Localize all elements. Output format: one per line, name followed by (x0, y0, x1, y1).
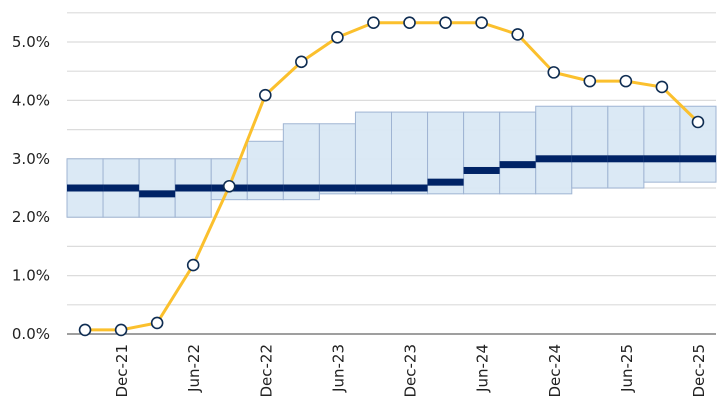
median-bar (139, 190, 176, 198)
x-tick-label: Jun-25 (618, 344, 636, 393)
y-tick-label: 3.0% (12, 150, 50, 168)
data-point-marker (78, 323, 92, 337)
x-tick-label: Jun-24 (474, 344, 492, 393)
x-tick-label: Dec-21 (113, 344, 131, 398)
x-tick-label: Dec-23 (402, 344, 420, 398)
x-tick-label: Dec-25 (690, 344, 708, 398)
x-axis-labels: Dec-21 Jun-22 Dec-22 Jun-23 Dec-23 Jun-24 Dec-… (113, 344, 708, 398)
x-tick-label: Dec-22 (257, 344, 275, 398)
y-axis-labels: 0.0% 1.0% 2.0% 3.0% 4.0% 5.0% (12, 33, 50, 343)
median-bar (679, 155, 716, 163)
range-box (499, 111, 537, 195)
data-point-marker (331, 31, 344, 44)
median-bar (283, 184, 320, 192)
policy-rate-markers (78, 16, 705, 337)
y-tick-label: 1.0% (12, 267, 50, 285)
range-box (535, 105, 573, 195)
data-point-marker (367, 16, 380, 30)
data-point-marker (114, 323, 128, 337)
data-point-marker (295, 55, 308, 69)
y-tick-label: 5.0% (12, 33, 50, 51)
median-bar (463, 166, 500, 174)
median-bar (319, 184, 356, 192)
range-box (210, 158, 248, 201)
data-point-marker (222, 179, 236, 193)
data-point-marker (403, 16, 416, 30)
median-bar (643, 155, 680, 163)
range-box (391, 111, 429, 195)
median-bar (103, 184, 140, 192)
median-bar (67, 184, 104, 192)
median-bar (391, 184, 428, 192)
y-tick-label: 2.0% (12, 208, 50, 226)
data-point-marker (150, 316, 164, 330)
data-point-marker (583, 74, 597, 88)
data-point-marker (439, 16, 452, 30)
x-tick-label: Jun-22 (185, 344, 203, 393)
y-tick-label: 0.0% (12, 325, 50, 343)
x-tick-label: Jun-23 (329, 344, 347, 393)
median-bar (247, 184, 284, 192)
range-box (138, 158, 176, 218)
data-point-marker (475, 16, 488, 30)
data-point-marker (186, 258, 200, 272)
data-point-marker (619, 74, 633, 88)
y-tick-label: 4.0% (12, 91, 50, 109)
median-bar (571, 155, 608, 163)
range-box (318, 123, 356, 195)
median-bar (427, 178, 464, 186)
median-bar (175, 184, 212, 192)
data-point-marker (511, 28, 524, 41)
median-bar (499, 161, 536, 169)
data-point-marker (259, 88, 272, 102)
range-box (643, 105, 681, 183)
range-box (354, 111, 393, 195)
data-point-marker (655, 80, 669, 94)
median-bar (535, 155, 572, 163)
median-bar (355, 184, 392, 192)
range-box (607, 105, 645, 189)
range-box (463, 111, 501, 195)
x-tick-label: Dec-24 (546, 344, 564, 398)
data-point-marker (547, 66, 561, 79)
data-point-marker (691, 115, 705, 129)
range-box (571, 105, 609, 189)
median-bar (607, 155, 644, 163)
